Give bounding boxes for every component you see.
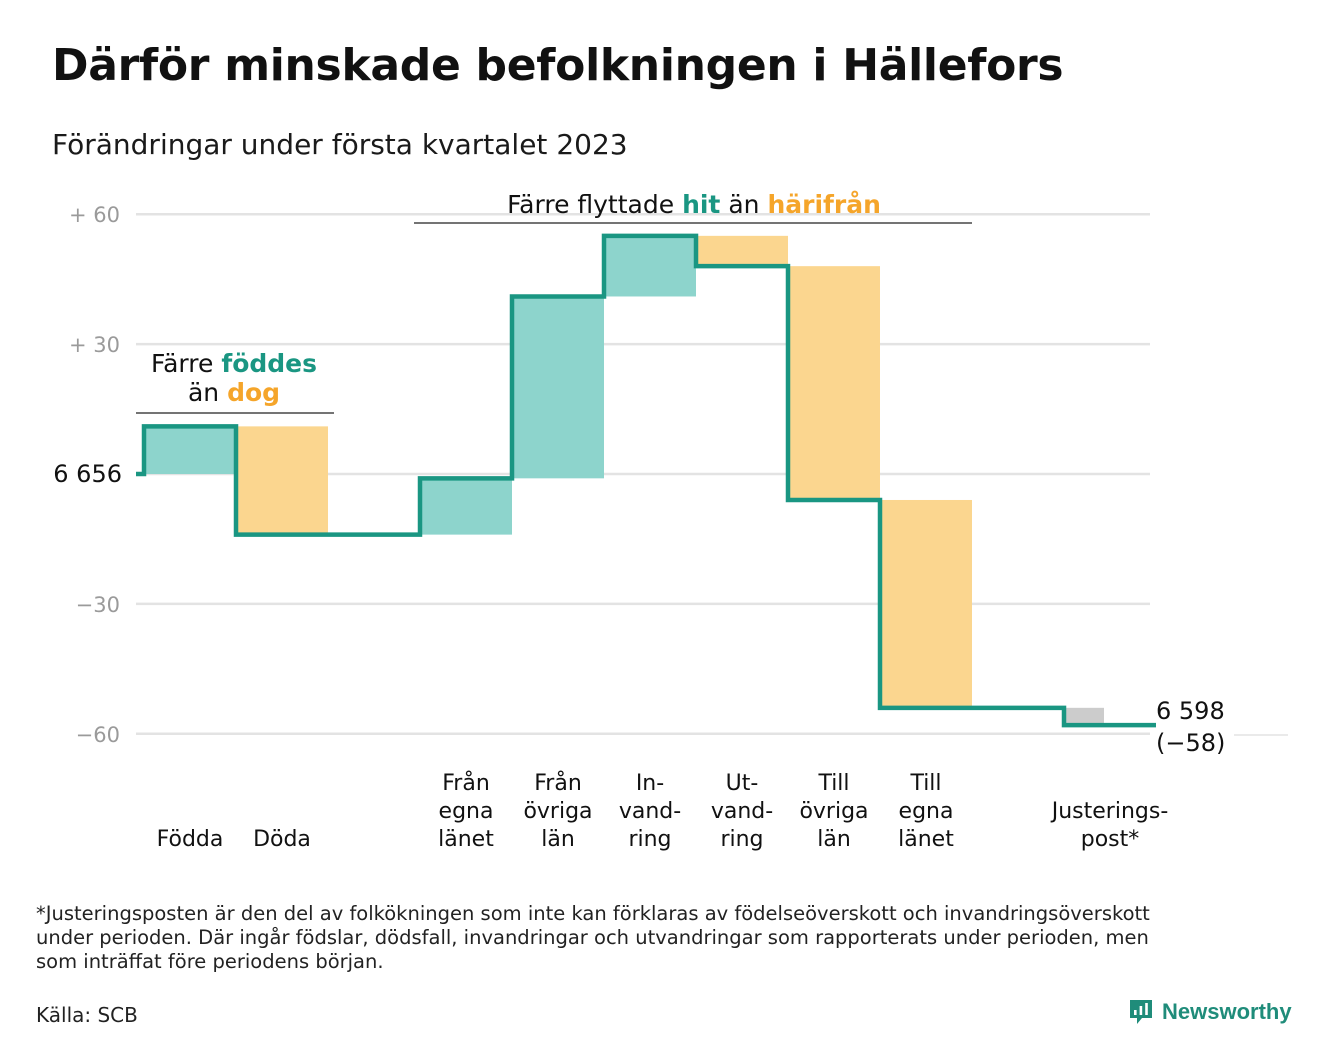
bar-in-4 (512, 296, 604, 479)
chart-title: Därför minskade befolkningen i Hällefors (52, 40, 1064, 91)
category-label: ring (628, 827, 671, 852)
annotation-text: än dog (188, 378, 280, 407)
category-label: vand- (619, 799, 681, 824)
y-tick-label: −30 (76, 593, 120, 617)
category-label: Till (909, 771, 941, 796)
category-label: Från (442, 770, 490, 796)
bar-in-0 (144, 426, 236, 474)
y-axis-ticks: + 60 + 30 −30 −60 6 656 (53, 203, 122, 747)
annotation-part: Färre flyttade (507, 190, 682, 219)
end-labels: 6 598 (−58) (1156, 697, 1225, 757)
category-label: vand- (711, 799, 773, 824)
category-label: övriga (799, 799, 868, 824)
bar-out-6 (696, 235, 788, 267)
source-label: Källa: SCB (36, 1003, 138, 1027)
category-label: län (817, 827, 851, 852)
bar-in-5 (604, 235, 696, 297)
category-label: Från (534, 770, 582, 796)
annotation-text: Färre föddes (151, 349, 317, 378)
bars (144, 235, 1104, 726)
y-tick-label: + 60 (69, 203, 120, 227)
category-label: Födda (157, 827, 224, 852)
category-label: egna (899, 799, 954, 824)
bar-out-7 (788, 266, 880, 500)
brand-name: Newsworthy (1162, 999, 1292, 1024)
bar-out-8 (880, 499, 972, 708)
category-label: post* (1081, 827, 1140, 852)
category-label: övriga (523, 799, 592, 824)
annotation-part: föddes (221, 349, 317, 378)
annotation-part: än (720, 190, 767, 219)
step-line (136, 233, 1156, 728)
category-label: länet (438, 827, 494, 852)
category-label: egna (439, 799, 494, 824)
brand-logo[interactable]: Newsworthy (1128, 998, 1292, 1026)
annotation-part: hit (682, 190, 720, 219)
category-label: län (541, 827, 575, 852)
category-label: ring (720, 827, 763, 852)
y-tick-label: + 30 (69, 333, 120, 357)
annotation-part: än (188, 378, 227, 407)
bar-in-3 (420, 478, 512, 535)
bar-adjust-10 (1064, 707, 1104, 726)
chart-subtitle: Förändringar under första kvartalet 2023 (52, 128, 628, 161)
footnote: *Justeringsposten är den del av folkökni… (36, 902, 1150, 973)
annotation-part: härifrån (767, 190, 880, 219)
newsworthy-logo-icon (1130, 1000, 1152, 1024)
annotation-part: dog (227, 378, 280, 407)
x-axis-categories: Födda Döda Från egna länet Från övriga län In-va… (157, 770, 1169, 852)
category-label: In- (636, 771, 664, 796)
baseline-label: 6 656 (53, 460, 122, 488)
category-label: Justerings- (1050, 799, 1169, 824)
category-label: Till (817, 771, 849, 796)
category-label: Ut- (726, 771, 759, 796)
cumulative-step-line (136, 233, 1156, 728)
end-change-label: (−58) (1156, 729, 1225, 757)
bar-out-1 (236, 426, 328, 535)
annotation-part: Färre (151, 349, 221, 378)
category-label: Döda (253, 827, 311, 852)
y-tick-label: −60 (76, 723, 120, 747)
waterfall-chart: + 60 + 30 −30 −60 6 656 Födda Döda Från egna län… (53, 190, 1288, 852)
grid-lines (136, 212, 1288, 736)
category-label: länet (898, 827, 954, 852)
annotation-text: Färre flyttade hit än härifrån (507, 190, 881, 219)
end-value-label: 6 598 (1156, 697, 1225, 725)
